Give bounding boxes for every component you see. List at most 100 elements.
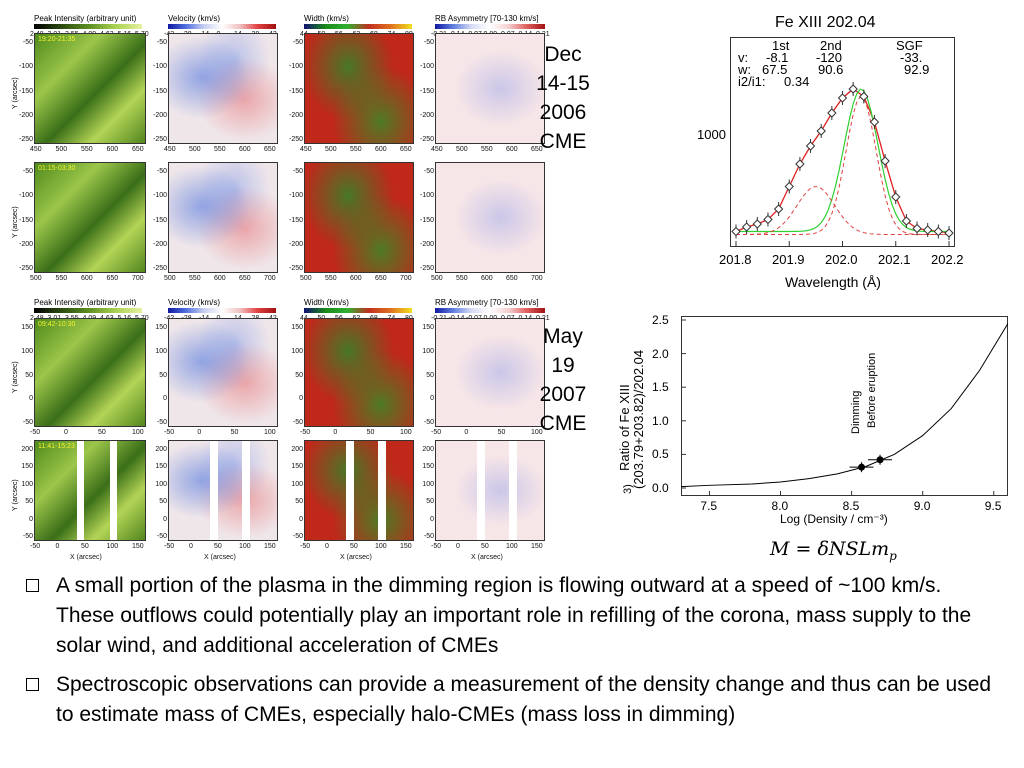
col-head-1: 1st bbox=[772, 38, 790, 53]
y-tick: -100 bbox=[419, 63, 434, 71]
solar-image-velocity bbox=[168, 162, 278, 273]
y-tick: -250 bbox=[152, 136, 167, 143]
y-tick: 100 bbox=[155, 480, 167, 488]
y-tick: -200 bbox=[419, 111, 434, 119]
colorbar-tick: 44 bbox=[300, 31, 308, 38]
x-tick: 100 bbox=[264, 429, 276, 436]
x-tick: 450 bbox=[164, 146, 176, 153]
y-axis-label: Y (arcsec) bbox=[12, 76, 19, 109]
x-tick: 500 bbox=[189, 146, 201, 153]
data-point bbox=[827, 108, 837, 118]
x-tick: 50 bbox=[481, 543, 489, 550]
data-gap bbox=[346, 441, 354, 540]
x-tick: 550 bbox=[55, 275, 68, 282]
density-x-tick-label: 8.0 bbox=[771, 499, 789, 513]
data-point bbox=[816, 126, 826, 136]
x-tick: 550 bbox=[189, 275, 201, 282]
y-tick: -50 bbox=[423, 168, 434, 175]
y-tick: 100 bbox=[21, 347, 33, 355]
y-tick: 50 bbox=[426, 371, 434, 379]
y-tick: -100 bbox=[18, 63, 33, 71]
x-tick: 50 bbox=[497, 429, 506, 436]
x-tick: -50 bbox=[300, 429, 311, 436]
y-tick: 0 bbox=[430, 395, 434, 403]
x-tick: 150 bbox=[531, 543, 543, 550]
density-y-tick-label: 1.0 bbox=[652, 413, 669, 428]
data-point bbox=[741, 222, 752, 232]
y-tick: 100 bbox=[422, 480, 434, 488]
y-tick: 50 bbox=[25, 498, 33, 506]
x-tick: 150 bbox=[400, 543, 412, 550]
x-tick: 550 bbox=[325, 275, 337, 282]
annotation-dimming: Dimming bbox=[850, 390, 862, 434]
spectrum-x-tick-label: 202.2 bbox=[931, 252, 964, 267]
y-tick: 150 bbox=[21, 324, 33, 331]
data-point bbox=[901, 216, 912, 226]
y-tick: 100 bbox=[291, 480, 303, 488]
data-point bbox=[795, 159, 805, 169]
x-tick: 100 bbox=[400, 429, 412, 436]
x-tick: 0 bbox=[464, 429, 469, 436]
x-axis-label: X (arcsec) bbox=[471, 554, 503, 561]
spectrum-xlabel: Wavelength (Å) bbox=[785, 274, 881, 290]
y-tick: -100 bbox=[288, 63, 303, 71]
x-tick: 100 bbox=[531, 429, 543, 436]
y-tick: 150 bbox=[155, 324, 167, 331]
y-tick: -150 bbox=[152, 216, 167, 224]
y-tick: 150 bbox=[291, 463, 303, 471]
x-tick: -50 bbox=[164, 429, 175, 436]
colorbar bbox=[435, 308, 545, 313]
panel-title: Width (km/s) bbox=[304, 298, 349, 307]
y-tick: 150 bbox=[422, 463, 434, 471]
panel-title: Width (km/s) bbox=[304, 14, 349, 23]
y-tick: -250 bbox=[18, 265, 33, 272]
data-point bbox=[869, 117, 880, 127]
y-tick: -100 bbox=[152, 192, 167, 200]
spectrum-x-tick-label: 202.1 bbox=[878, 252, 911, 267]
x-tick: 0 bbox=[333, 429, 338, 436]
x-tick: 650 bbox=[239, 275, 251, 282]
spectrum-x-tick-label: 201.8 bbox=[719, 252, 752, 267]
panel-title: Peak Intensity (arbitrary unit) bbox=[34, 14, 137, 23]
mass-formula: M = δNSLmp bbox=[770, 538, 897, 563]
bullet-text-1: A small portion of the plasma in the dim… bbox=[56, 574, 972, 657]
y-tick: -250 bbox=[419, 265, 434, 272]
x-tick: 500 bbox=[30, 275, 42, 282]
x-tick: 550 bbox=[214, 146, 226, 153]
y-tick: 150 bbox=[155, 463, 167, 471]
x-tick: 650 bbox=[400, 146, 412, 153]
data-point bbox=[891, 192, 901, 202]
x-tick: 500 bbox=[300, 275, 312, 282]
y-tick: -250 bbox=[288, 265, 303, 272]
y-tick: 150 bbox=[291, 324, 303, 331]
panel-title: Velocity (km/s) bbox=[168, 298, 221, 307]
spectrum-plot bbox=[730, 37, 955, 247]
y-tick: 150 bbox=[21, 463, 33, 471]
x-tick: 450 bbox=[431, 146, 443, 153]
x-tick: 500 bbox=[164, 275, 176, 282]
y-tick: 50 bbox=[159, 371, 167, 379]
panel-title: Peak Intensity (arbitrary unit) bbox=[34, 298, 137, 307]
time-stamp: 09:42-10:30 bbox=[38, 321, 76, 328]
x-tick: 650 bbox=[132, 146, 144, 153]
x-tick: 600 bbox=[239, 146, 251, 153]
x-tick: 50 bbox=[98, 429, 106, 436]
event-label-may: May 19 2007 CME bbox=[539, 325, 587, 435]
y-tick: -50 bbox=[292, 168, 303, 175]
solar-image-velocity bbox=[168, 318, 278, 427]
y-tick: -100 bbox=[18, 192, 33, 200]
y-tick: -50 bbox=[423, 533, 434, 540]
y-tick: -50 bbox=[423, 39, 434, 46]
x-axis-label: X (arcsec) bbox=[340, 554, 372, 561]
y-tick: -250 bbox=[419, 136, 434, 143]
y-tick: -100 bbox=[419, 192, 434, 200]
data-point bbox=[880, 156, 890, 166]
row-w-2: 90.6 bbox=[818, 62, 844, 77]
y-tick: 100 bbox=[422, 347, 434, 355]
x-tick: 500 bbox=[55, 146, 68, 153]
x-tick: -50 bbox=[30, 429, 41, 436]
y-tick: -150 bbox=[18, 216, 33, 224]
y-tick: -50 bbox=[156, 168, 167, 175]
y-tick: -150 bbox=[288, 216, 303, 224]
x-tick: 700 bbox=[400, 275, 412, 282]
